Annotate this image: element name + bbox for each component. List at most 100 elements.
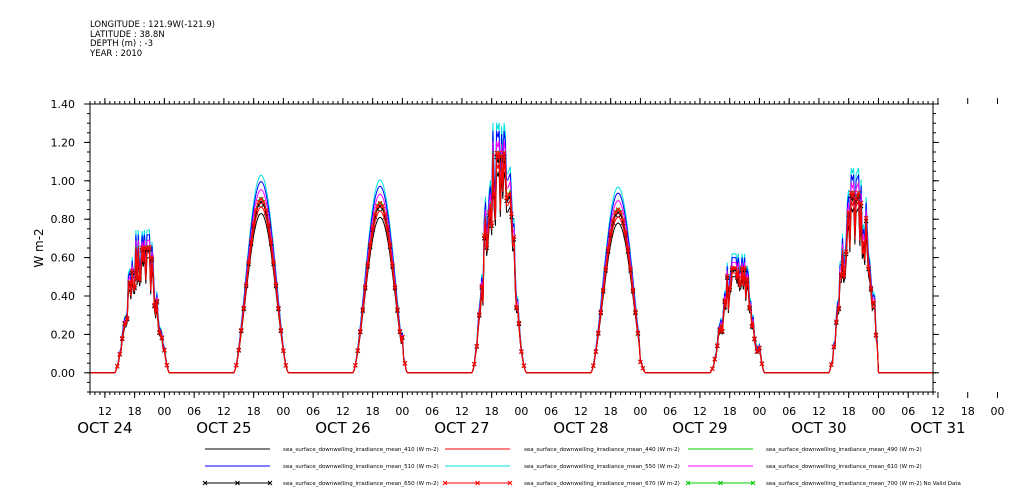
- series-marker: [365, 262, 371, 267]
- x-tick-label: 00: [157, 405, 171, 418]
- depth-text: DEPTH (m) : -3: [90, 39, 153, 49]
- series-marker: [154, 298, 160, 304]
- series-marker: [618, 209, 623, 215]
- plot-frame: [89, 103, 934, 393]
- series-marker: [271, 259, 276, 265]
- legend-label: sea_surface_downwelling_irradiance_mean_…: [283, 481, 439, 487]
- axis-layer: 0.00 0.20 0.40 0.60 0.80 1.00 1.20 1.40 12 18 00 06…: [51, 98, 1004, 437]
- x-tick-label: 18: [604, 405, 618, 418]
- series-marker: [851, 190, 857, 196]
- x-day-label: OCT 30: [791, 419, 846, 437]
- series-line: [90, 140, 933, 374]
- legend-label: sea_surface_downwelling_irradiance_mean_…: [283, 464, 439, 470]
- x-tick-label: 06: [425, 405, 439, 418]
- x-day-label: OCT 24: [77, 419, 132, 437]
- x-tick-label: 00: [395, 405, 409, 418]
- x-tick-label: 12: [574, 405, 588, 418]
- x-tick-label: 06: [544, 405, 558, 418]
- x-tick-label: 12: [931, 405, 945, 418]
- x-day-label: OCT 26: [315, 419, 370, 437]
- x-tick-label: 12: [812, 405, 826, 418]
- x-tick-label: 12: [217, 405, 231, 418]
- x-tick-label: 18: [247, 405, 261, 418]
- series-marker: [149, 255, 155, 260]
- x-tick-label: 12: [693, 405, 707, 418]
- legend-marker: [267, 480, 273, 486]
- y-tick-label: 0.80: [51, 213, 76, 226]
- series-marker: [246, 259, 252, 265]
- legend-marker: [750, 480, 756, 486]
- series-marker: [501, 150, 507, 156]
- series-line: [90, 122, 933, 374]
- series-marker: [742, 265, 747, 271]
- series-marker: [380, 203, 385, 209]
- y-tick-label: 0.20: [51, 328, 76, 341]
- series-marker: [856, 190, 861, 196]
- series-marker: [732, 265, 738, 271]
- series-marker: [757, 345, 762, 351]
- x-tick-label: 06: [901, 405, 915, 418]
- x-tick-label: 00: [276, 405, 290, 418]
- series-marker: [127, 279, 133, 285]
- series-marker: [603, 266, 609, 271]
- legend-label: sea_surface_downwelling_irradiance_mean_…: [766, 447, 922, 453]
- y-tick-label: 0.00: [51, 367, 76, 380]
- series-marker: [846, 209, 852, 215]
- series-marker: [390, 262, 395, 267]
- x-tick-label: 00: [514, 405, 528, 418]
- x-day-label: OCT 31: [910, 419, 965, 437]
- series-marker: [506, 192, 512, 198]
- x-day-label: OCT 28: [553, 419, 608, 437]
- x-tick-label: 12: [336, 405, 350, 418]
- longitude-text: LONGITUDE : 121.9W(-121.9): [90, 20, 215, 30]
- legend-marker: [507, 480, 513, 486]
- x-tick-label: 00: [871, 405, 885, 418]
- legend-label: sea_surface_downwelling_irradiance_mean_…: [283, 447, 439, 453]
- x-tick-label: 06: [663, 405, 677, 418]
- x-tick-label: 18: [366, 405, 380, 418]
- x-tick-label: 06: [782, 405, 796, 418]
- series-marker: [863, 215, 869, 221]
- x-tick-label: 00: [990, 405, 1004, 418]
- metadata-block: LONGITUDE : 121.9W(-121.9) LATITUDE : 38…: [90, 20, 215, 59]
- x-tick-label: 00: [633, 405, 647, 418]
- series-line: [90, 162, 933, 374]
- year-text: YEAR : 2010: [90, 48, 143, 59]
- x-tick-label: 12: [98, 405, 112, 418]
- series-marker: [129, 268, 135, 274]
- legend-marker: [718, 480, 723, 486]
- x-tick-label: 00: [752, 405, 766, 418]
- legend-label: sea_surface_downwelling_irradiance_mean_…: [524, 481, 680, 487]
- y-tick-label: 1.40: [51, 98, 76, 111]
- series-marker: [628, 266, 633, 271]
- legend-label: sea_surface_downwelling_irradiance_mean_…: [524, 464, 680, 470]
- legend-marker: [202, 480, 208, 486]
- series-marker: [261, 199, 266, 205]
- series-marker: [724, 273, 730, 279]
- x-tick-label: 18: [485, 405, 499, 418]
- y-tick-label: 1.20: [51, 136, 76, 149]
- y-tick-label: 1.00: [51, 175, 76, 188]
- x-day-label: OCT 29: [672, 419, 727, 437]
- x-tick-label: 18: [723, 405, 737, 418]
- legend-label: sea_surface_downwelling_irradiance_mean_…: [766, 464, 922, 470]
- x-day-label: OCT 27: [434, 419, 489, 437]
- legend-marker: [685, 480, 691, 486]
- x-tick-label: 06: [187, 405, 201, 418]
- series-marker: [744, 276, 750, 281]
- legend-marker: [475, 480, 480, 486]
- legend-label: sea_surface_downwelling_irradiance_mean_…: [766, 481, 961, 487]
- x-day-label: OCT 25: [196, 419, 251, 437]
- y-axis-label: W m-2: [32, 228, 46, 267]
- y-tick-label: 0.40: [51, 290, 76, 303]
- series-layer: [90, 122, 933, 374]
- series-marker: [147, 244, 152, 250]
- latitude-text: LATITUDE : 38.8N: [90, 29, 165, 40]
- series-marker: [853, 196, 859, 201]
- y-tick-label: 0.60: [51, 252, 76, 265]
- series-line: [90, 130, 933, 374]
- x-tick-label: 18: [842, 405, 856, 418]
- legend-marker: [235, 480, 240, 486]
- x-tick-label: 06: [306, 405, 320, 418]
